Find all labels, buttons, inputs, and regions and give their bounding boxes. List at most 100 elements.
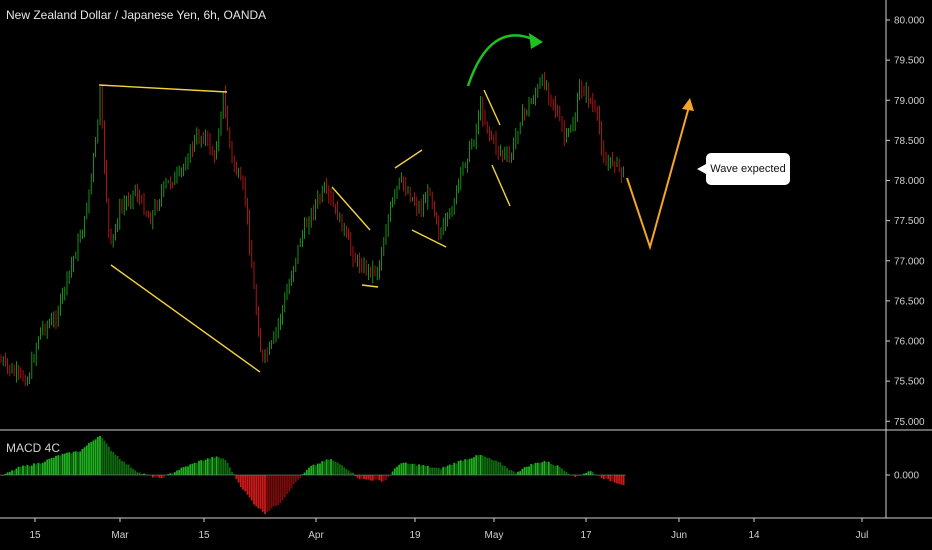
pattern-trendline xyxy=(491,164,511,207)
macd-bar-positive xyxy=(510,470,513,475)
macd-bar-positive xyxy=(6,472,9,475)
macd-bar-negative xyxy=(154,475,156,478)
macd-bar-negative xyxy=(294,475,297,483)
y-tick-label: 76.500 xyxy=(894,296,925,307)
macd-bar-negative xyxy=(600,475,603,479)
macd-bar-positive xyxy=(127,464,130,475)
macd-bar-positive xyxy=(345,468,348,475)
macd-bar-positive xyxy=(125,464,128,475)
y-tick-label: 77.500 xyxy=(894,216,925,227)
macd-bar-positive xyxy=(517,471,519,475)
macd-bar-positive xyxy=(338,464,341,475)
macd-bar-positive xyxy=(534,462,537,475)
macd-bar-negative xyxy=(288,475,291,492)
macd-bar-negative xyxy=(2,475,5,476)
macd-bar-negative xyxy=(387,475,390,478)
y-tick-label: 80.000 xyxy=(894,16,925,27)
macd-bar-positive xyxy=(470,458,473,475)
macd-bar-negative xyxy=(299,475,302,479)
macd-bar-negative xyxy=(363,475,365,479)
macd-bar-positive xyxy=(404,462,407,475)
macd-bar-positive xyxy=(325,459,328,475)
y-tick-label: 79.500 xyxy=(894,56,925,67)
pattern-trendline xyxy=(483,89,501,126)
macd-bar-positive xyxy=(310,465,313,475)
macd-bar-negative xyxy=(281,475,284,501)
macd-bar-positive xyxy=(316,463,319,475)
x-tick-label: May xyxy=(485,530,504,541)
macd-bar-positive xyxy=(81,448,84,475)
macd-bar-positive xyxy=(589,471,592,475)
macd-bar-positive xyxy=(134,470,137,475)
macd-tick-label: 0.000 xyxy=(894,471,919,482)
macd-bar-positive xyxy=(99,435,101,475)
y-tick-label: 76.000 xyxy=(894,337,925,348)
macd-bar-positive xyxy=(536,462,539,475)
macd-bar-positive xyxy=(523,467,526,475)
chart-title: New Zealand Dollar / Japanese Yen, 6h, O… xyxy=(6,8,267,22)
macd-bar-negative xyxy=(286,475,288,495)
macd-bar-positive xyxy=(41,462,44,475)
macd-bar-negative xyxy=(578,475,581,476)
macd-bar-positive xyxy=(349,472,352,475)
macd-bar-positive xyxy=(563,470,566,475)
macd-bar-negative xyxy=(246,475,249,495)
macd-bar-negative xyxy=(618,475,621,484)
macd-bar-positive xyxy=(508,469,511,475)
macd-bar-positive xyxy=(488,457,491,475)
macd-bar-positive xyxy=(303,472,306,475)
macd-bar-positive xyxy=(545,462,548,475)
macd-bar-positive xyxy=(323,461,326,475)
macd-bar-negative xyxy=(609,475,612,482)
macd-bar-positive xyxy=(114,454,117,475)
macd-bar-negative xyxy=(250,475,253,501)
macd-bar-negative xyxy=(611,475,614,482)
macd-bar-positive xyxy=(473,457,475,475)
x-tick-label: Jun xyxy=(671,530,687,541)
macd-bar-positive xyxy=(200,460,203,475)
pattern-trendline xyxy=(361,284,379,288)
macd-bar-negative xyxy=(253,475,255,505)
macd-bar-negative xyxy=(576,475,579,477)
x-tick-label: 15 xyxy=(29,530,41,541)
x-tick-label: Apr xyxy=(308,530,324,541)
macd-bar-positive xyxy=(123,461,126,475)
macd-bar-positive xyxy=(556,465,559,475)
macd-bar-positive xyxy=(499,462,502,475)
macd-bar-positive xyxy=(347,470,350,475)
macd-bar-positive xyxy=(215,456,218,475)
macd-bar-positive xyxy=(453,462,456,475)
macd-bar-positive xyxy=(442,467,445,475)
y-tick-label: 75.000 xyxy=(894,417,925,428)
macd-bar-negative xyxy=(374,475,376,480)
macd-bar-positive xyxy=(132,468,134,475)
macd-bar-positive xyxy=(334,461,337,475)
macd-bar-positive xyxy=(17,466,20,475)
macd-bar-positive xyxy=(391,471,394,475)
macd-bar-positive xyxy=(22,465,24,475)
macd-bar-negative xyxy=(160,475,163,479)
macd-bar-positive xyxy=(402,462,405,475)
macd-bar-negative xyxy=(382,475,385,481)
macd-bar-positive xyxy=(83,447,86,475)
x-tick-label: Mar xyxy=(111,530,129,541)
wave-expected-callout: Wave expected xyxy=(697,153,790,185)
macd-bar-positive xyxy=(321,461,324,475)
macd-bar-positive xyxy=(184,466,187,475)
macd-bar-negative xyxy=(620,475,623,485)
macd-bar-positive xyxy=(532,464,535,475)
macd-bar-positive xyxy=(105,443,108,475)
macd-bar-positive xyxy=(446,465,449,475)
macd-bar-positive xyxy=(8,472,11,475)
macd-bar-positive xyxy=(468,458,471,475)
macd-bar-positive xyxy=(319,463,321,475)
macd-bar-positive xyxy=(330,459,332,475)
macd-bar-positive xyxy=(48,458,51,475)
macd-bar-positive xyxy=(519,471,522,475)
macd-bar-positive xyxy=(327,459,330,475)
curved-arrow xyxy=(466,34,536,87)
macd-label: MACD 4C xyxy=(6,441,61,455)
macd-bar-positive xyxy=(396,466,398,475)
macd-bar-positive xyxy=(112,452,115,475)
